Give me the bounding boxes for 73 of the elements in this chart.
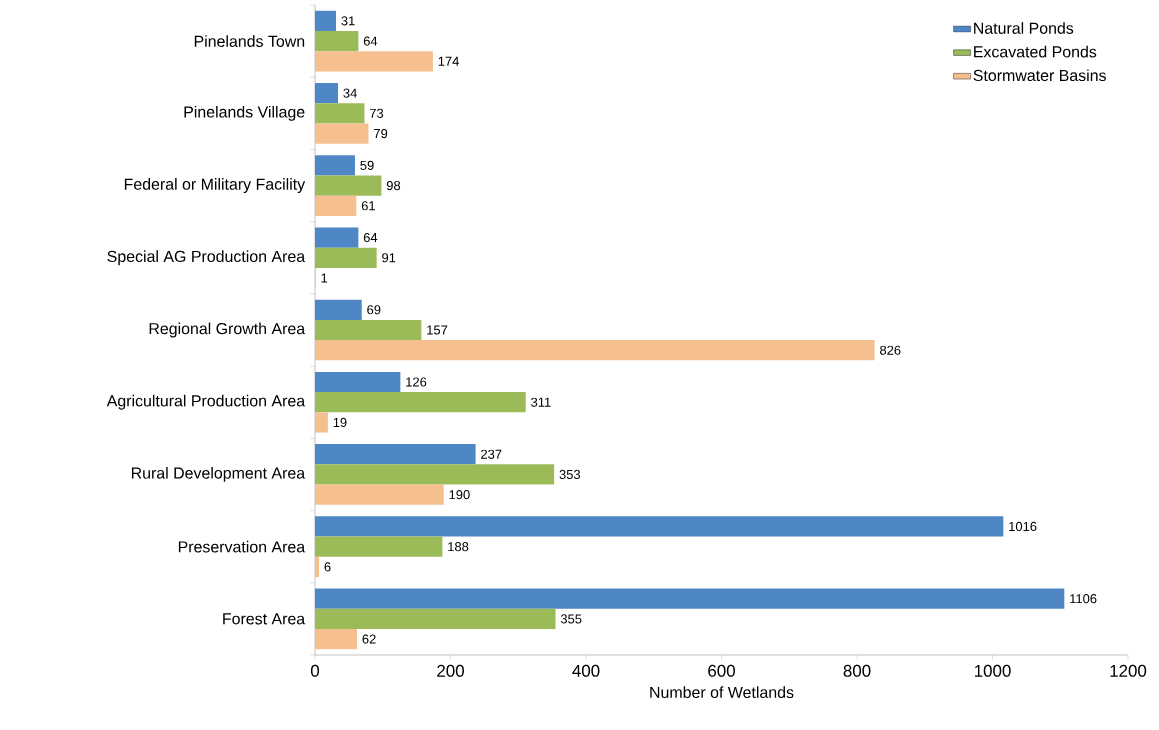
data-label: 311 [531,397,551,407]
bar [315,556,320,577]
bar [315,299,362,320]
data-label: 62 [362,634,376,644]
data-label: 190 [449,490,470,500]
x-tick-label: 1200 [1110,664,1147,677]
y-tick-label: Forest Area [223,613,306,625]
data-label: 79 [374,128,388,139]
x-axis-title: Number of Wetlands [650,686,794,699]
bar [315,155,355,176]
data-label: 91 [382,253,396,263]
bar [315,10,337,31]
data-label: 174 [438,56,459,66]
y-tick-label: Pinelands Town [194,35,305,47]
x-tick-label: 400 [572,664,600,677]
bar [315,608,556,629]
bar [315,444,476,465]
y-tick-label: Preservation Area [178,540,306,553]
x-tick-label: 0 [310,664,320,677]
bar [315,175,382,196]
x-tick-label: 1000 [974,664,1011,677]
bar [315,588,1065,609]
bar [315,82,339,104]
data-label: 59 [360,160,374,170]
x-tick-label: 800 [843,664,871,677]
y-tick-label: Rural Development Area [131,467,306,482]
legend-label: Natural Ponds [974,22,1074,34]
data-label: 355 [560,614,582,624]
bar [315,123,369,144]
data-label: 73 [369,108,384,118]
y-tick-label: Federal or Military Facility [124,178,306,193]
data-label: 34 [343,88,357,98]
legend-label: Stormwater Basins [973,69,1106,82]
data-label: 19 [333,417,347,428]
data-label: 188 [448,542,469,552]
bar [315,319,422,341]
y-tick-label: Regional Growth Area [149,322,306,338]
bar [315,628,358,650]
bar [315,247,377,268]
data-label: 69 [367,305,381,315]
data-label: 157 [427,325,448,335]
bar [315,412,328,433]
x-tick-label: 600 [708,664,735,677]
data-label: 64 [363,232,378,243]
y-tick-label: Agricultural Production Area [106,394,306,410]
bar [315,195,357,216]
bar [315,103,365,124]
bar [315,516,1004,537]
data-label: 31 [341,16,355,26]
data-label: 61 [361,201,375,211]
data-label: 6 [324,562,331,572]
data-label: 1016 [1009,521,1037,532]
legend-label: Excavated Ponds [974,45,1097,58]
data-label: 353 [559,469,581,480]
bar [315,30,359,52]
data-label: 826 [880,345,901,355]
bar [315,227,359,248]
data-label: 1 [321,273,328,283]
bar [315,340,875,361]
x-tick-label: 200 [437,664,464,677]
y-tick-label: Pinelands Village [184,105,305,121]
y-tick-label: Special AG Production Area [107,250,306,266]
data-label: 64 [363,36,378,46]
bar [315,464,555,485]
bar [315,536,443,557]
data-label: 237 [481,449,502,459]
bar [315,51,433,72]
bar [315,371,401,393]
data-label: 98 [386,180,401,191]
data-label: 126 [406,377,427,387]
data-label: 1106 [1070,594,1097,604]
bar [315,392,526,413]
bar [315,484,444,505]
